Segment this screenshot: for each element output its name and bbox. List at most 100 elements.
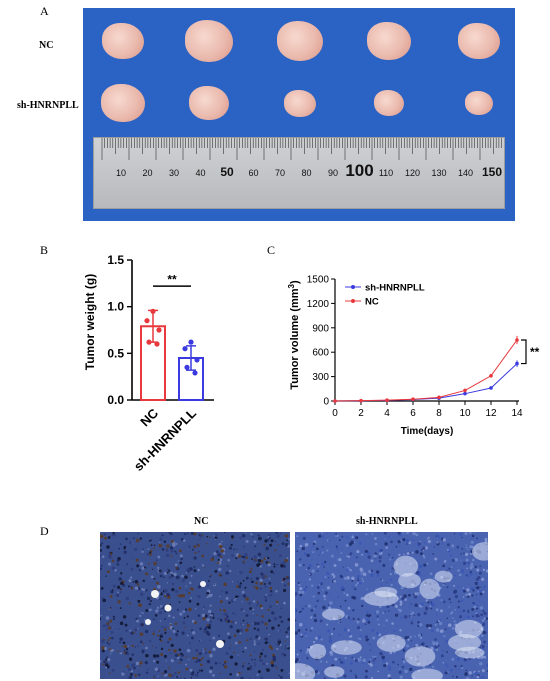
tissue-cell: [161, 672, 164, 675]
tissue-cell: [200, 663, 203, 667]
tissue-cell: [178, 676, 180, 678]
tissue-cell: [397, 539, 401, 544]
tissue-cell: [370, 573, 374, 577]
tissue-cell: [351, 535, 354, 539]
tissue-cell: [147, 668, 149, 671]
tissue-cell: [174, 622, 178, 625]
tissue-cell: [348, 632, 352, 636]
tissue-cell: [479, 565, 481, 567]
tissue-cell: [475, 612, 478, 614]
tissue-cell: [164, 670, 168, 674]
tissue-cell: [298, 563, 302, 567]
tissue-cell: [274, 541, 277, 543]
tissue-cell: [343, 674, 347, 678]
tissue-cell: [123, 550, 127, 554]
tissue-cell: [430, 607, 433, 610]
tissue-cell: [175, 635, 178, 638]
tissue-cell: [465, 676, 470, 679]
tissue-cell: [319, 581, 322, 584]
tissue-cell: [171, 543, 176, 548]
tissue-cell: [172, 629, 176, 633]
tissue-cell: [418, 564, 423, 569]
tissue-cell: [346, 593, 349, 597]
tissue-cell: [396, 625, 398, 627]
tissue-cell: [137, 627, 139, 630]
tissue-cell: [338, 558, 342, 562]
tissue-cell: [444, 628, 447, 630]
tissue-cell: [241, 601, 243, 603]
tissue-cell: [478, 571, 482, 575]
tissue-cell: [269, 543, 273, 547]
tissue-cell: [311, 545, 314, 548]
tissue-cell: [240, 676, 244, 679]
data-point: [411, 397, 415, 402]
tissue-cell: [272, 657, 277, 662]
tissue-cell: [128, 657, 133, 661]
tissue-cell: [174, 563, 178, 567]
tissue-cell: [351, 579, 354, 582]
tissue-cell: [476, 607, 479, 610]
tissue-cell: [190, 677, 193, 679]
tissue-cell: [119, 591, 122, 594]
tissue-cell: [268, 593, 272, 597]
tissue-cell: [305, 651, 309, 654]
tissue-cell: [389, 578, 392, 582]
tissue-cell: [190, 636, 194, 640]
tissue-cell: [440, 654, 444, 658]
tissue-cell: [353, 657, 356, 660]
tissue-cell: [133, 547, 138, 552]
significance-label: **: [167, 272, 177, 286]
tissue-cell: [210, 620, 212, 623]
tissue-cell: [170, 659, 174, 663]
tissue-cell: [176, 675, 179, 679]
tissue-cell: [148, 552, 152, 556]
tissue-cell: [475, 573, 477, 575]
tissue-cell: [469, 570, 473, 574]
tissue-cell: [364, 549, 368, 553]
tissue-cell: [146, 596, 151, 601]
tissue-cell: [413, 614, 416, 617]
tissue-cell: [326, 549, 329, 552]
tissue-cell: [404, 669, 408, 674]
tissue-cell: [133, 631, 136, 634]
tissue-cell: [326, 623, 329, 626]
tissue-cell: [124, 537, 128, 541]
significance-label: **: [530, 345, 540, 359]
tissue-cell: [304, 632, 307, 635]
tissue-cell: [253, 640, 256, 643]
tissue-cell: [260, 620, 264, 624]
tissue-cell: [483, 640, 486, 644]
tissue-cell: [474, 565, 477, 569]
tissue-cell: [345, 568, 349, 572]
tissue-cell: [152, 618, 155, 621]
tissue-cell: [184, 663, 188, 666]
tissue-cell: [223, 582, 227, 587]
tissue-cell: [164, 673, 166, 675]
tissue-cell: [450, 565, 453, 568]
tissue-cell: [125, 650, 128, 654]
tissue-cell: [181, 631, 185, 635]
data-point: [437, 395, 441, 400]
tissue-cell: [233, 548, 235, 551]
tissue-cell: [152, 632, 155, 636]
tissue-cell: [264, 655, 267, 658]
tissue-cell: [225, 591, 229, 595]
tissue-cell: [160, 647, 164, 651]
tissue-cell: [216, 677, 219, 679]
tissue-cell: [373, 662, 376, 665]
tissue-cell: [422, 546, 426, 550]
tissue-cell: [357, 579, 360, 582]
tissue-cell: [473, 532, 476, 533]
tissue-cell: [435, 648, 439, 652]
tissue-cell: [148, 602, 152, 606]
tissue-cell: [164, 618, 166, 620]
tissue-cell: [431, 603, 435, 607]
ruler-label: 130: [431, 168, 446, 178]
tissue-cell: [335, 545, 338, 548]
tissue-cell: [383, 664, 387, 668]
tissue-cell: [418, 573, 421, 576]
tissue-cell: [446, 665, 449, 668]
tissue-cell: [135, 538, 140, 543]
ruler-label: 50: [220, 165, 234, 179]
tissue-cell: [185, 655, 187, 658]
